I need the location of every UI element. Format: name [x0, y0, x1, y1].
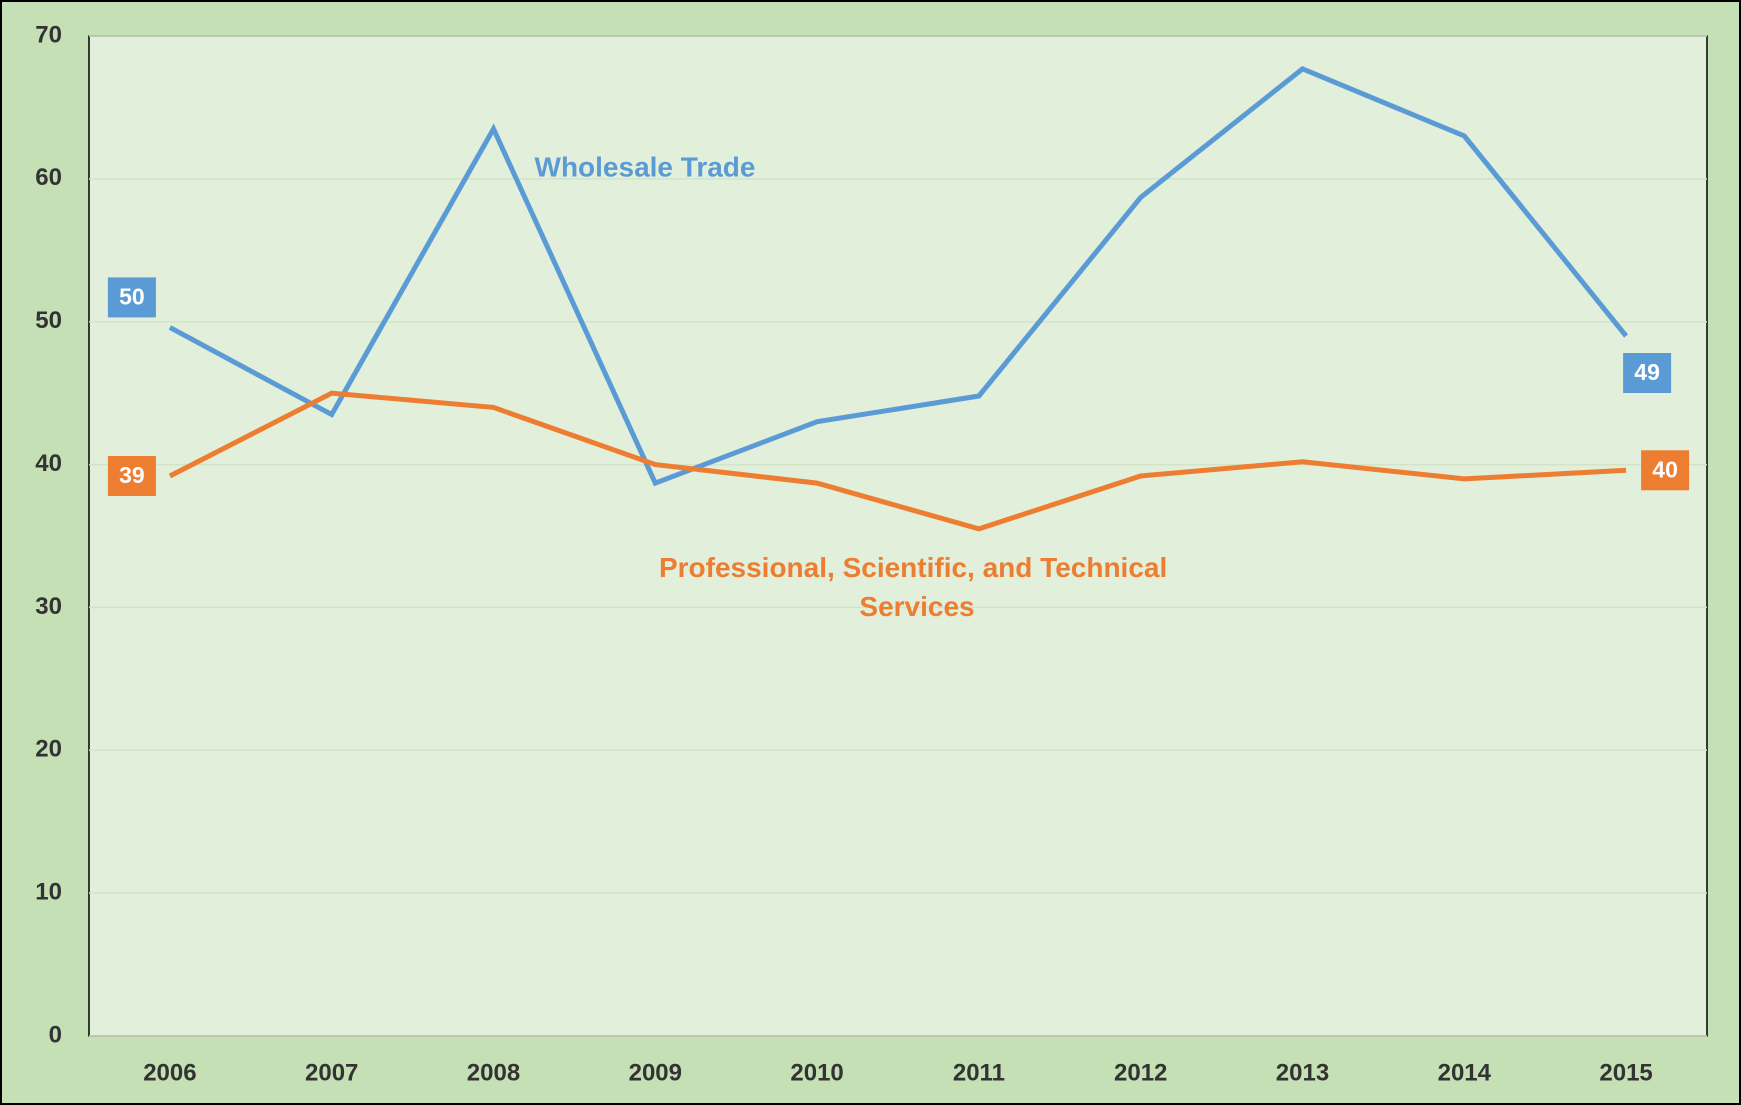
y-tick-label: 70 — [35, 21, 62, 48]
value-label: 40 — [1652, 456, 1678, 482]
x-tick-label: 2015 — [1599, 1059, 1652, 1086]
series-line — [168, 65, 1629, 487]
y-tick-label: 40 — [35, 450, 62, 477]
x-tick-label: 2013 — [1276, 1059, 1329, 1086]
y-tick-label: 50 — [35, 307, 62, 334]
value-label: 39 — [119, 462, 145, 488]
x-tick-label: 2010 — [790, 1059, 843, 1086]
x-tick-label: 2008 — [467, 1059, 520, 1086]
x-tick-label: 2011 — [953, 1059, 1005, 1086]
x-tick-label: 2014 — [1438, 1059, 1492, 1086]
y-tick-label: 10 — [35, 878, 62, 905]
plot-area — [88, 35, 1708, 1037]
value-label-box — [107, 277, 156, 318]
x-tick-label: 2009 — [629, 1059, 682, 1086]
x-tick-label: 2012 — [1114, 1059, 1167, 1086]
series-name: Wholesale Trade — [535, 151, 756, 182]
y-tick-label: 30 — [35, 593, 62, 620]
series-line — [168, 390, 1627, 532]
y-tick-label: 60 — [35, 164, 62, 191]
value-label-box — [1641, 450, 1690, 491]
value-label: 49 — [1634, 359, 1660, 385]
series-name: Professional, Scientific, and Technical … — [659, 552, 1175, 622]
value-label-box — [107, 456, 156, 496]
y-tick-label: 0 — [49, 1021, 62, 1048]
value-label: 50 — [119, 284, 145, 310]
y-tick-label: 20 — [35, 736, 62, 763]
value-label-box — [1623, 353, 1672, 393]
x-tick-label: 2007 — [305, 1059, 358, 1086]
x-tick-label: 2006 — [143, 1059, 196, 1086]
